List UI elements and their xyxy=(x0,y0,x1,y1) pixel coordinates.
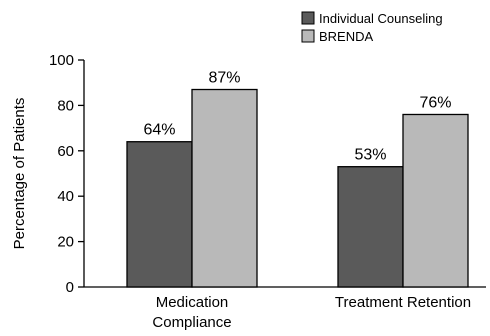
bar-brenda-0 xyxy=(191,88,258,288)
category-label: Medication xyxy=(156,294,229,311)
y-tick-label: 20 xyxy=(57,234,74,251)
data-label: 87% xyxy=(208,70,240,87)
category-label: Compliance xyxy=(152,314,231,331)
y-tick-label: 100 xyxy=(49,52,74,69)
y-axis-title: Percentage of Patients xyxy=(11,98,28,250)
bar-individual-counseling-0 xyxy=(126,141,193,288)
category-labels: Medication Compliance Treatment Retention xyxy=(152,294,471,331)
y-ticks: 0 20 40 60 80 100 xyxy=(49,52,84,296)
category-label: Treatment Retention xyxy=(335,294,471,311)
y-tick-label: 0 xyxy=(66,279,74,296)
legend: Individual Counseling BRENDA xyxy=(301,11,443,44)
data-label: 76% xyxy=(419,94,451,111)
y-tick-label: 40 xyxy=(57,188,74,205)
y-tick-label: 60 xyxy=(57,143,74,160)
data-label: 64% xyxy=(143,122,175,139)
legend-swatch xyxy=(301,11,315,25)
y-tick-label: 80 xyxy=(57,97,74,114)
data-label: 53% xyxy=(354,147,386,164)
bar-individual-counseling-1 xyxy=(337,166,404,288)
data-labels: 64% 53% 87% 76% xyxy=(143,70,451,164)
bar-brenda-1 xyxy=(402,113,469,288)
legend-label: BRENDA xyxy=(319,29,374,44)
bars xyxy=(126,88,469,288)
legend-label: Individual Counseling xyxy=(319,11,443,26)
legend-swatch xyxy=(301,29,315,43)
